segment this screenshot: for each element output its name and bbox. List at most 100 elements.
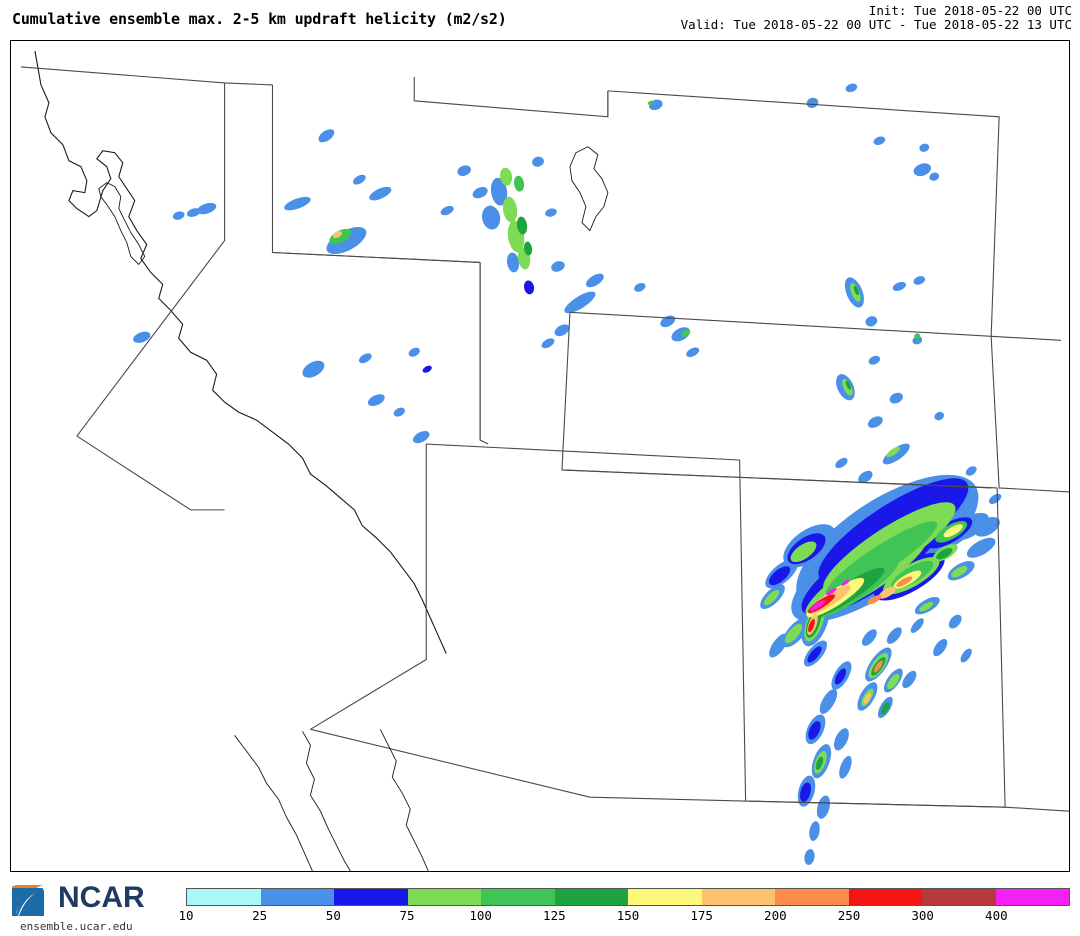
arizona-new-mexico-border bbox=[739, 459, 747, 802]
mexico-border-east bbox=[749, 800, 1006, 808]
state-boundaries bbox=[20, 50, 1069, 871]
helicity-cell bbox=[800, 782, 811, 802]
helicity-cell bbox=[681, 329, 691, 337]
colorbar-bin-125-150 bbox=[554, 889, 628, 905]
helicity-cell bbox=[545, 208, 557, 217]
helicity-cell bbox=[914, 333, 921, 340]
colorbar-bin-175-200 bbox=[701, 889, 775, 905]
colorbar-tick-400: 400 bbox=[985, 908, 1008, 923]
colorado-border bbox=[561, 312, 992, 489]
helicity-cell bbox=[892, 281, 906, 291]
helicity-cell bbox=[913, 163, 931, 177]
colorbar-bin-50-75 bbox=[334, 889, 408, 905]
helicity-cell bbox=[951, 566, 968, 578]
ncar-logo[interactable]: NCAR ensemble.ucar.edu bbox=[8, 880, 180, 933]
helicity-cell bbox=[686, 347, 700, 358]
helicity-cell bbox=[326, 226, 367, 255]
helicity-cell bbox=[586, 273, 604, 288]
helicity-cell bbox=[919, 143, 930, 152]
colorbar-bin-150-175 bbox=[628, 889, 702, 905]
helicity-cell bbox=[422, 365, 432, 373]
helicity-cell bbox=[500, 167, 513, 186]
helicity-cell bbox=[506, 252, 520, 273]
colorbar-tick-labels: 10 25 50 75 100 125 150 175 200 250 300 400 bbox=[178, 908, 1070, 926]
helicity-cell bbox=[839, 755, 852, 779]
nevada-california-border bbox=[76, 82, 226, 437]
map-panel[interactable] bbox=[10, 40, 1070, 872]
helicity-cell bbox=[933, 638, 948, 657]
helicity-cell bbox=[865, 316, 878, 327]
helicity-cell bbox=[808, 618, 815, 633]
helicity-cell bbox=[763, 590, 780, 606]
helicity-cell bbox=[408, 347, 420, 357]
colorbar-tick-175: 175 bbox=[690, 908, 713, 923]
colorbar-tick-50: 50 bbox=[325, 908, 341, 923]
updraft-helicity-field bbox=[133, 83, 1002, 865]
helicity-cell bbox=[960, 648, 972, 663]
colorbar-bin-25-50 bbox=[260, 889, 334, 905]
ncar-wordmark: NCAR bbox=[58, 881, 145, 914]
helicity-cell bbox=[912, 336, 923, 345]
helicity-cell bbox=[490, 177, 508, 206]
helicity-cell bbox=[834, 668, 847, 685]
colorbar-tick-250: 250 bbox=[837, 908, 861, 923]
idaho-utah-border bbox=[272, 251, 481, 264]
map-canvas bbox=[20, 50, 1069, 871]
mexico-coast-left bbox=[234, 735, 313, 871]
helicity-cell bbox=[197, 202, 217, 215]
helicity-cell bbox=[790, 541, 817, 563]
helicity-cell bbox=[769, 633, 788, 658]
helicity-cell bbox=[815, 756, 824, 770]
utah-arizona-border bbox=[426, 443, 740, 461]
colorbar-tick-25: 25 bbox=[252, 908, 268, 923]
nevada-arizona bbox=[76, 435, 225, 511]
great-salt-lake bbox=[569, 146, 609, 232]
kansas-border bbox=[990, 336, 1069, 493]
colorbar[interactable] bbox=[186, 888, 1070, 906]
helicity-cell bbox=[948, 614, 962, 629]
helicity-cell bbox=[809, 600, 826, 611]
helicity-cell bbox=[660, 315, 676, 328]
helicity-cell bbox=[819, 688, 838, 714]
helicity-cell bbox=[457, 165, 471, 176]
arizona-south bbox=[310, 444, 427, 730]
helicity-cell bbox=[302, 360, 325, 378]
ncar-url: ensemble.ucar.edu bbox=[20, 920, 133, 933]
colorbar-bin-250-300 bbox=[848, 889, 922, 905]
helicity-cell bbox=[551, 261, 565, 272]
helicity-cell bbox=[974, 517, 1000, 537]
colorbar-tick-125: 125 bbox=[543, 908, 566, 923]
helicity-cell bbox=[929, 172, 940, 181]
oregon-nevada-border bbox=[20, 66, 273, 86]
helicity-cell bbox=[806, 97, 819, 108]
helicity-cell bbox=[523, 241, 533, 256]
helicity-cell bbox=[816, 795, 831, 819]
colorbar-tick-75: 75 bbox=[399, 908, 415, 923]
helicity-cell bbox=[809, 821, 820, 841]
colorbar-tick-300: 300 bbox=[911, 908, 934, 923]
helicity-cell bbox=[332, 231, 343, 239]
helicity-cell bbox=[887, 673, 900, 690]
init-time: Init: Tue 2018-05-22 00 UTC bbox=[868, 3, 1072, 18]
ncar-swoosh-icon bbox=[12, 884, 44, 916]
us-mexico-border bbox=[310, 728, 750, 802]
helicity-cell bbox=[784, 623, 803, 644]
helicity-cell bbox=[440, 205, 454, 216]
helicity-cell bbox=[358, 353, 372, 364]
helicity-cell bbox=[880, 702, 890, 715]
colorbar-tick-10: 10 bbox=[178, 908, 194, 923]
helicity-cell bbox=[858, 470, 873, 484]
helicity-cell bbox=[896, 576, 913, 587]
helicity-cell bbox=[554, 324, 570, 337]
colorbar-bin-75-100 bbox=[407, 889, 481, 905]
helicity-cell bbox=[863, 693, 872, 704]
helicity-cell bbox=[516, 216, 528, 235]
helicity-cell bbox=[845, 380, 852, 390]
helicity-cell bbox=[808, 721, 821, 740]
helicity-cell bbox=[369, 186, 392, 201]
valid-time: Valid: Tue 2018-05-22 00 UTC - Tue 2018-… bbox=[680, 17, 1072, 32]
helicity-cell bbox=[988, 493, 1002, 505]
helicity-cell bbox=[352, 174, 366, 185]
helicity-cell bbox=[867, 416, 883, 428]
